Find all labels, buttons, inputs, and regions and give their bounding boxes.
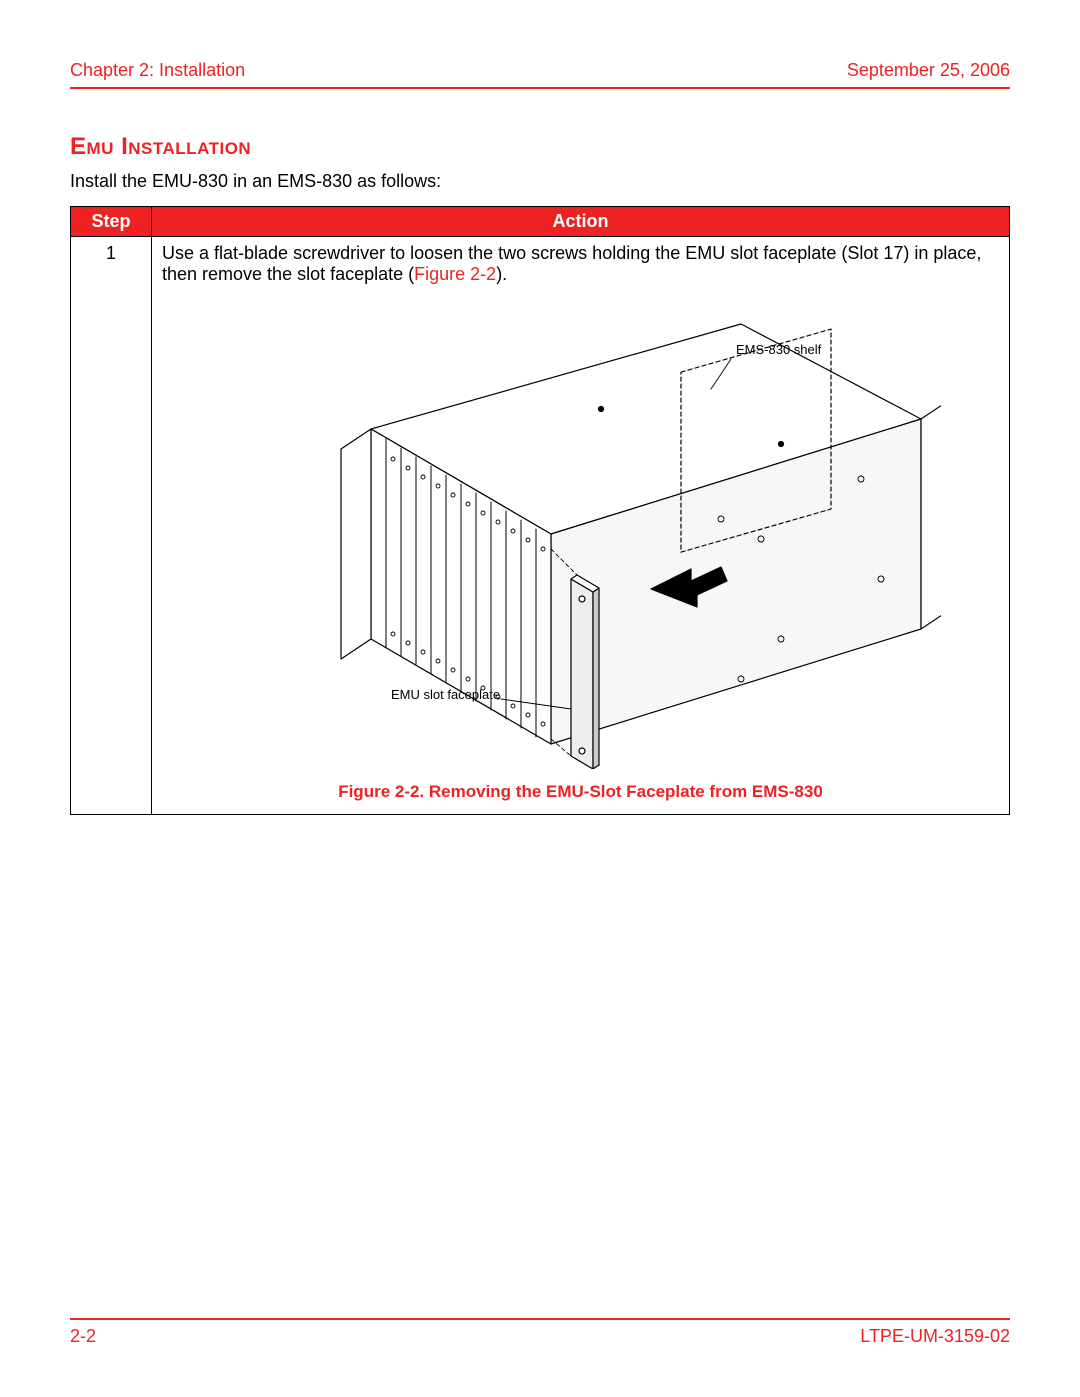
page-footer: 2-2 LTPE-UM-3159-02 — [70, 1318, 1010, 1347]
action-text-pre: Use a flat-blade screwdriver to loosen t… — [162, 243, 981, 284]
callout-shelf: EMS-830 shelf — [736, 342, 822, 357]
callout-faceplate: EMU slot faceplate — [391, 687, 500, 702]
footer-page-number: 2-2 — [70, 1326, 96, 1347]
page: Chapter 2: Installation September 25, 20… — [0, 0, 1080, 1397]
steps-table: Step Action 1 Use a flat-blade screwdriv… — [70, 206, 1010, 815]
section-title: Emu Installation — [70, 133, 1010, 161]
figure-block: EMS-830 shelf EMU slot faceplate Figure … — [162, 299, 999, 802]
page-header: Chapter 2: Installation September 25, 20… — [70, 60, 1010, 81]
section-intro: Install the EMU-830 in an EMS-830 as fol… — [70, 171, 1010, 192]
header-rule — [70, 87, 1010, 89]
col-header-action: Action — [152, 207, 1010, 237]
figure-caption: Figure 2-2. Removing the EMU-Slot Facepl… — [162, 782, 999, 802]
step-number: 1 — [71, 237, 152, 815]
action-text-post: ). — [496, 264, 507, 284]
figure-reference-link[interactable]: Figure 2-2 — [414, 264, 496, 284]
table-row: 1 Use a flat-blade screwdriver to loosen… — [71, 237, 1010, 815]
footer-doc-number: LTPE-UM-3159-02 — [860, 1326, 1010, 1347]
figure-svg: EMS-830 shelf EMU slot faceplate — [221, 299, 941, 769]
step-action-cell: Use a flat-blade screwdriver to loosen t… — [152, 237, 1010, 815]
header-date: September 25, 2006 — [847, 60, 1010, 81]
footer-rule — [70, 1318, 1010, 1320]
header-chapter: Chapter 2: Installation — [70, 60, 245, 81]
col-header-step: Step — [71, 207, 152, 237]
